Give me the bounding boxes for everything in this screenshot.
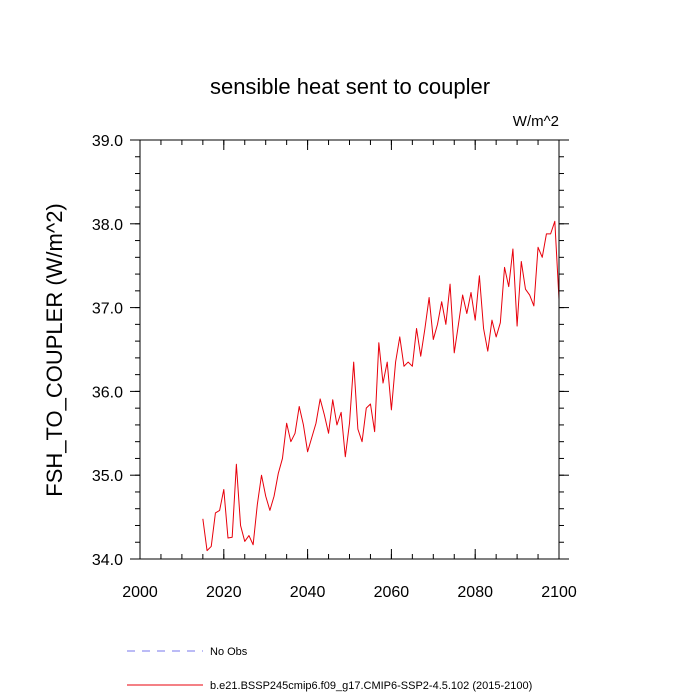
x-tick-label: 2020 [206,584,242,601]
chart-title: sensible heat sent to coupler [210,74,490,99]
plot-frame [139,139,560,560]
minor-ticks [135,139,564,560]
y-tick-label: 38.0 [92,217,123,234]
y-axis-label: FSH_TO_COUPLER (W/m^2) [42,203,67,497]
y-tick-labels: 34.0 35.0 36.0 37.0 38.0 39.0 [92,133,123,569]
y-tick-label: 35.0 [92,468,123,485]
series-line [202,220,560,552]
x-tick-label: 2100 [541,584,577,601]
y-tick-label: 37.0 [92,301,123,318]
y-tick-label: 34.0 [92,552,123,569]
y-tick-label: 39.0 [92,133,123,150]
legend-label-model-run: b.e21.BSSP245cmip6.f09_g17.CMIP6-SSP2-4.… [210,680,532,692]
y-tick-label: 36.0 [92,384,123,401]
x-tick-label: 2000 [122,584,158,601]
major-ticks [130,139,569,560]
series-layer [202,220,560,552]
x-tick-label: 2040 [290,584,326,601]
units-label: W/m^2 [513,113,559,130]
legend: No Obs b.e21.BSSP245cmip6.f09_g17.CMIP6-… [127,646,532,692]
x-tick-label: 2080 [457,584,493,601]
x-tick-labels: 2000 2020 2040 2060 2080 2100 [122,584,577,601]
legend-label-no-obs: No Obs [210,646,248,658]
x-tick-label: 2060 [374,584,410,601]
